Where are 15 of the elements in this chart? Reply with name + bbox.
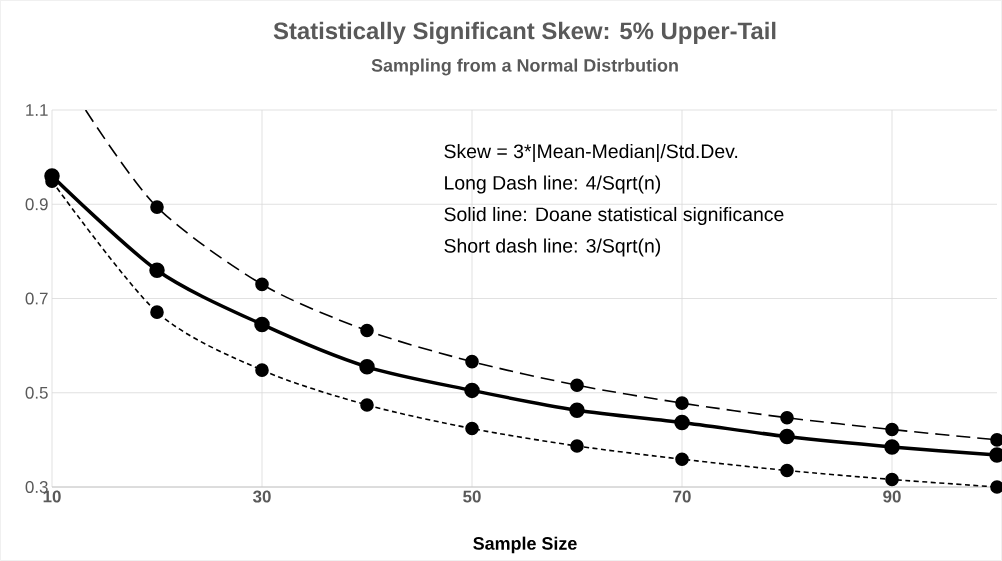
chart-title: Statistically Significant Skew: 5% Upper-Tail: [273, 21, 776, 45]
annotation: Solid line: Doane statistical significance: [444, 206, 784, 226]
chart-subtitle: Sampling from a Normal Distrbution: [371, 58, 678, 76]
annotation: Long Dash line: 4/Sqrt(n): [445, 175, 661, 194]
x-tick-label: 50: [463, 490, 481, 503]
y-tick-label: 0.5: [25, 386, 48, 399]
annotation: Skew = 3*|Mean-Median|/Std.Dev.: [444, 143, 738, 163]
y-tick-label: 0.9: [25, 198, 48, 211]
y-tick-label: 0.7: [25, 292, 48, 305]
x-axis-title: Sample Size: [473, 536, 577, 554]
x-tick-label: 70: [673, 490, 691, 503]
y-tick-label: 1.1: [26, 104, 48, 116]
annotation: Short dash line: 3/Sqrt(n): [444, 238, 661, 257]
x-tick-label: 30: [252, 490, 271, 503]
x-tick-label: 90: [883, 490, 901, 503]
